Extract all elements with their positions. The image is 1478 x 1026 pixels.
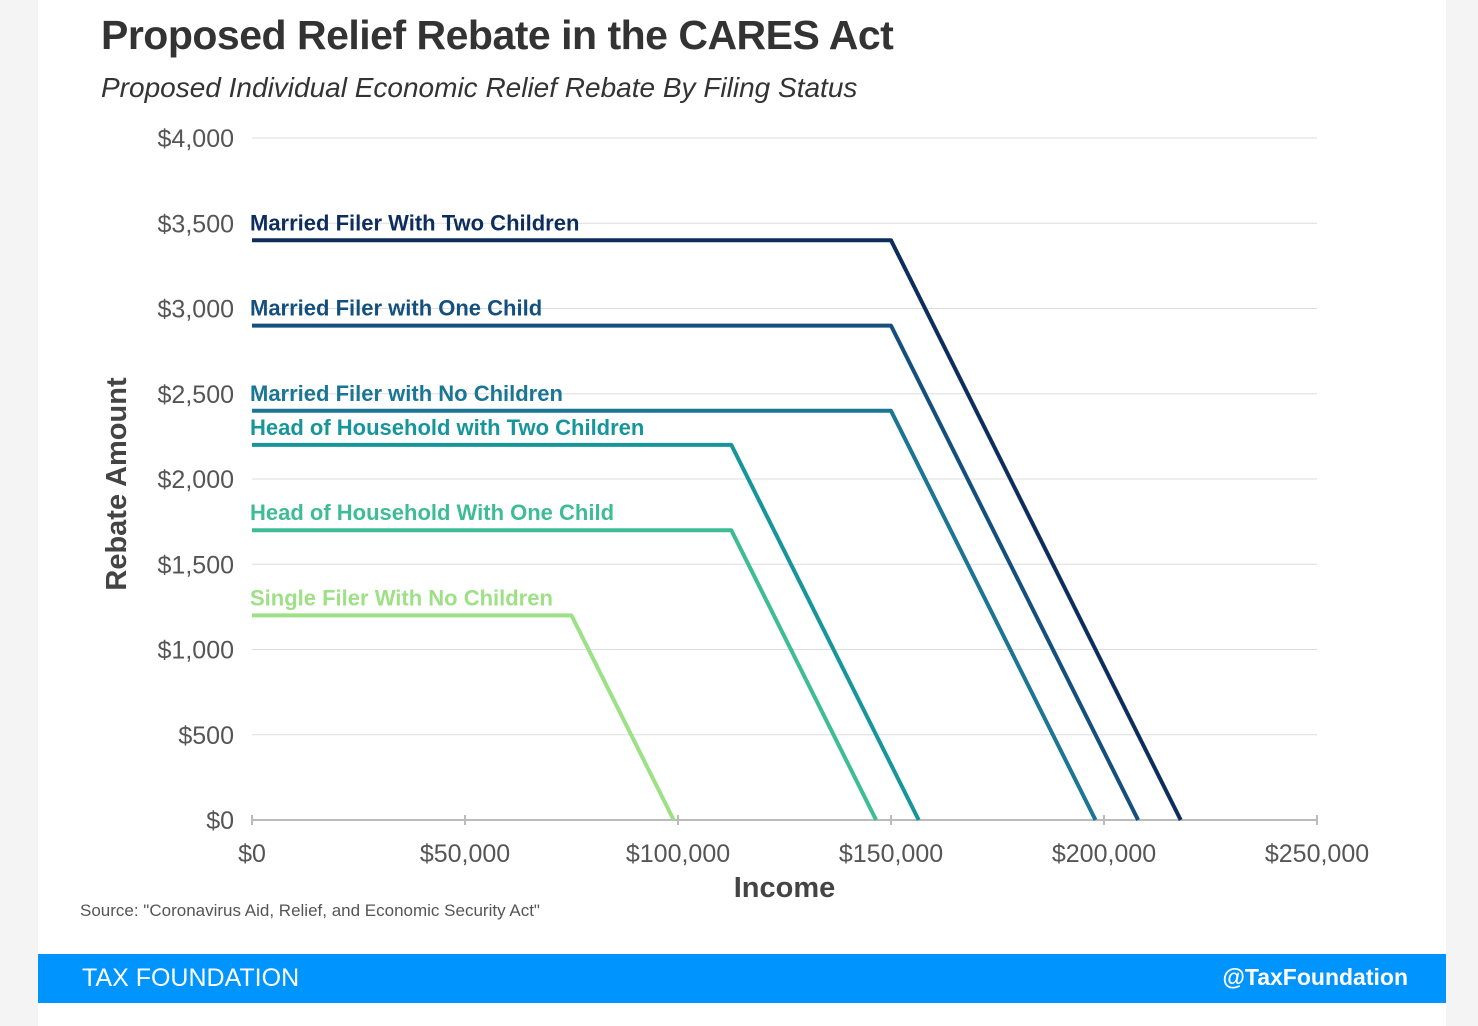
series-line [252, 323, 1140, 821]
y-tick-label: $1,500 [158, 551, 234, 579]
series-label: Married Filer with No Children [250, 381, 563, 406]
y-tick-label: $3,500 [158, 210, 234, 238]
y-tick-label: $500 [178, 722, 234, 750]
series-label: Married Filer With Two Children [250, 210, 579, 235]
series-label: Married Filer with One Child [250, 296, 542, 321]
x-tick-label: $250,000 [1265, 840, 1369, 868]
y-tick-label: $0 [206, 807, 234, 835]
y-axis-title: Rebate Amount [101, 377, 133, 591]
series-line [252, 442, 921, 821]
page-margin-right [1446, 0, 1478, 1026]
x-tick-label: $50,000 [420, 840, 510, 868]
series-line [252, 408, 1098, 821]
series-line [252, 613, 676, 821]
y-tick-label: $2,500 [158, 381, 234, 409]
y-tick-label: $4,000 [158, 125, 234, 153]
x-tick-label: $150,000 [839, 840, 943, 868]
x-axis-title: Income [734, 872, 836, 904]
y-tick-label: $3,000 [158, 296, 234, 324]
footer-bar: TAX FOUNDATION @TaxFoundation [38, 954, 1446, 1003]
footer-handle[interactable]: @TaxFoundation [1222, 964, 1408, 990]
series-label: Single Filer With No Children [250, 585, 553, 610]
series-label: Head of Household with Two Children [250, 415, 644, 440]
chart-title: Proposed Relief Rebate in the CARES Act [101, 12, 894, 58]
page-margin-left [0, 0, 38, 1026]
footer-brand: TAX FOUNDATION [82, 964, 300, 992]
source-note: Source: "Coronavirus Aid, Relief, and Ec… [80, 901, 540, 920]
series-line [252, 528, 878, 821]
x-tick-label: $200,000 [1052, 840, 1156, 868]
series-label: Head of Household With One Child [250, 500, 614, 525]
y-tick-label: $2,000 [158, 466, 234, 494]
series-line [252, 238, 1183, 821]
chart-subtitle: Proposed Individual Economic Relief Reba… [101, 72, 858, 103]
y-tick-label: $1,000 [158, 637, 234, 665]
x-tick-label: $100,000 [626, 840, 730, 868]
x-tick-label: $0 [238, 840, 266, 868]
chart-card [38, 0, 1446, 1026]
